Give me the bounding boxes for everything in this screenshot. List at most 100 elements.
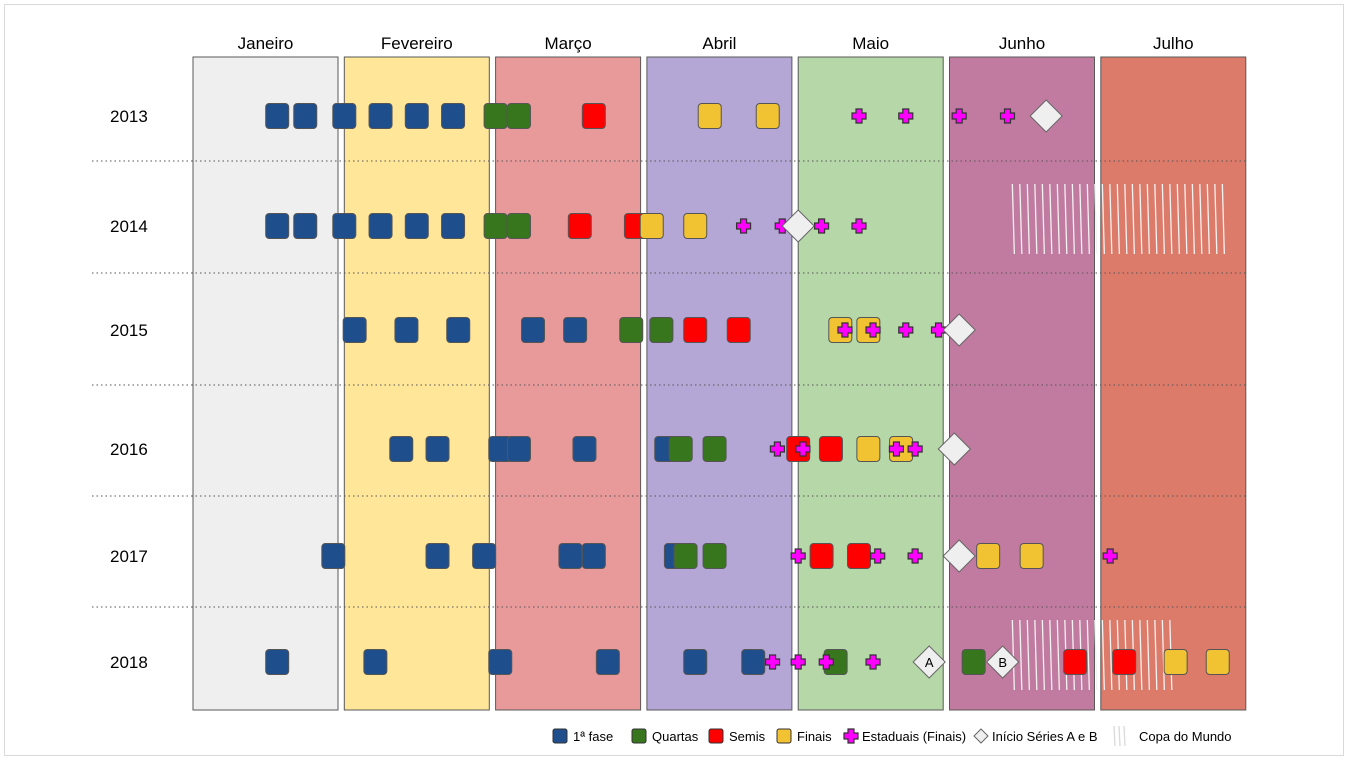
- fase1-marker: [558, 543, 583, 569]
- semis-marker: [1063, 649, 1088, 675]
- fase1-marker: [472, 543, 497, 569]
- quartas-marker: [506, 213, 531, 239]
- inicio-series-marker: [1029, 99, 1063, 133]
- copa-line: [1041, 619, 1045, 691]
- month-panel-3: [495, 56, 642, 711]
- quartas-marker: [961, 649, 986, 675]
- estaduais-marker: [790, 654, 806, 670]
- copa-do-mundo-2014: [1011, 183, 1225, 255]
- quartas-marker: [506, 103, 531, 129]
- copa-line: [1056, 183, 1060, 255]
- fase1-marker: [404, 103, 429, 129]
- fase1-marker: [394, 317, 419, 343]
- estaduais-marker: [764, 654, 781, 670]
- fase1-marker: [595, 649, 620, 675]
- inicio-series-marker: [781, 209, 815, 243]
- copa-line: [1139, 183, 1143, 255]
- fase1-marker: [368, 103, 393, 129]
- copa-line: [1049, 619, 1053, 691]
- quartas-marker: [702, 543, 727, 569]
- inicio-series-marker: [942, 539, 976, 573]
- estaduais-marker: [818, 654, 834, 670]
- inicio-series-marker: [912, 645, 946, 679]
- month-label: Maio: [852, 34, 889, 53]
- fase1-marker: [506, 436, 531, 462]
- quartas-marker: [483, 213, 508, 239]
- finais-marker: [697, 103, 722, 129]
- fase1-marker: [446, 317, 471, 343]
- copa-line: [1086, 619, 1090, 691]
- fase1-marker: [563, 317, 588, 343]
- copa-line: [1026, 619, 1030, 691]
- quartas-marker: [483, 103, 508, 129]
- fase1-marker: [572, 436, 597, 462]
- copa-line: [1161, 183, 1165, 255]
- estaduais-marker: [930, 322, 947, 338]
- inicio-series-marker: [937, 432, 972, 466]
- fase1-marker: [293, 213, 318, 239]
- year-label: 2014: [110, 217, 148, 236]
- legend-estaduais-swatch: [843, 728, 859, 744]
- copa-line: [1169, 183, 1173, 255]
- copa-line: [1071, 183, 1075, 255]
- legend-quartas-label: Quartas: [652, 729, 699, 744]
- inicio-series-marker: [985, 645, 1020, 679]
- month-panel-1: [192, 56, 339, 711]
- legend-semis-label: Semis: [729, 729, 766, 744]
- copa-line: [1199, 183, 1203, 255]
- fase1-marker: [441, 103, 466, 129]
- copa-line: [1041, 183, 1045, 255]
- inicio-series-label: B: [998, 655, 1007, 670]
- semis-marker: [818, 436, 843, 462]
- month-panel-5: [797, 56, 944, 711]
- legend-quartas-swatch: [631, 728, 647, 744]
- estaduais-marker: [870, 548, 886, 564]
- copa-line: [1176, 183, 1180, 255]
- copa-line: [1109, 183, 1113, 255]
- estaduais-marker: [1102, 548, 1118, 564]
- finais-marker: [755, 103, 780, 129]
- copa-line: [1191, 183, 1195, 255]
- copa-line: [1214, 183, 1218, 255]
- copa-line: [1034, 619, 1038, 691]
- fase1-marker: [741, 649, 766, 675]
- finais-marker: [1163, 649, 1188, 675]
- semis-marker: [683, 317, 708, 343]
- finais-marker: [976, 543, 1001, 569]
- month-panel-2: [343, 56, 490, 711]
- estaduais-marker: [898, 322, 914, 338]
- finais-marker: [856, 436, 881, 462]
- copa-line: [1154, 619, 1158, 691]
- month-panel-4: [646, 56, 793, 711]
- estaduais-marker: [813, 218, 830, 234]
- fase1-marker: [441, 213, 466, 239]
- year-label: 2017: [110, 547, 148, 566]
- copa-line: [1064, 183, 1068, 255]
- estaduais-marker: [898, 108, 914, 124]
- year-label: 2013: [110, 107, 148, 126]
- estaduais-marker: [865, 654, 881, 670]
- fase1-marker: [425, 543, 450, 569]
- legend-finais-swatch: [776, 728, 792, 744]
- month-label: Abril: [702, 34, 736, 53]
- semis-marker: [809, 543, 834, 569]
- finais-marker: [1019, 543, 1044, 569]
- copa-line: [1019, 619, 1023, 691]
- legend-inicio-label: Início Séries A e B: [992, 729, 1098, 744]
- copa-line: [1079, 183, 1083, 255]
- copa-line: [1086, 183, 1090, 255]
- fase1-marker: [265, 103, 290, 129]
- legend-fase1-label: 1ª fase: [573, 729, 613, 744]
- legend-inicio-swatch: [973, 728, 989, 744]
- fase1-marker: [265, 213, 290, 239]
- copa-line: [1131, 183, 1135, 255]
- estaduais-marker: [851, 218, 867, 234]
- legend-copa-swatch-line: [1113, 725, 1116, 747]
- fase1-marker: [521, 317, 546, 343]
- semis-marker: [581, 103, 606, 129]
- quartas-marker: [702, 436, 727, 462]
- copa-line: [1221, 183, 1225, 255]
- fase1-marker: [363, 649, 388, 675]
- fase1-marker: [321, 543, 346, 569]
- fase1-marker: [488, 649, 513, 675]
